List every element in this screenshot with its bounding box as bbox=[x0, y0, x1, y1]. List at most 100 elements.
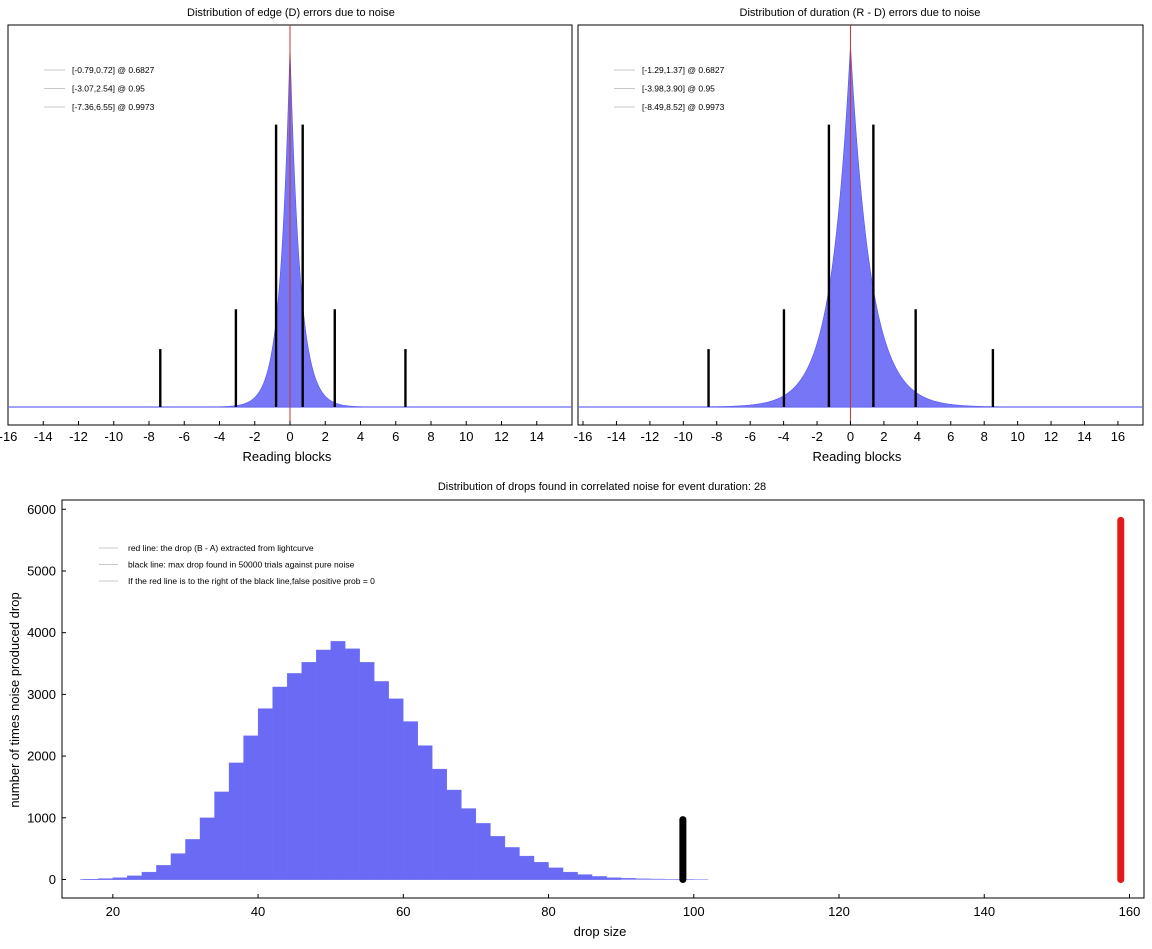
drop-y-ticks: 0 1000 2000 3000 4000 5000 6000 bbox=[27, 502, 66, 887]
duration-panel-title: Distribution of duration (R - D) errors … bbox=[740, 7, 981, 19]
histogram-bar bbox=[432, 768, 448, 880]
histogram-bar bbox=[170, 853, 186, 880]
x-tick-label: -2 bbox=[249, 429, 261, 444]
x-tick-label: 40 bbox=[251, 904, 265, 919]
y-tick-label: 5000 bbox=[27, 563, 56, 578]
drop-distribution-panel: Distribution of drops found in correlate… bbox=[7, 481, 1145, 939]
histogram-bar bbox=[606, 877, 622, 880]
x-tick-label: -16 bbox=[574, 429, 593, 444]
x-tick-label: 80 bbox=[541, 904, 555, 919]
x-tick-label: 8 bbox=[427, 429, 434, 444]
x-tick-label: 2 bbox=[880, 429, 887, 444]
legend-entry: red line: the drop (B - A) extracted fro… bbox=[128, 543, 314, 553]
x-tick-label: -4 bbox=[214, 429, 226, 444]
legend-entry: [-0.79,0.72] @ 0.6827 bbox=[72, 65, 155, 75]
histogram-bar bbox=[403, 721, 418, 880]
legend-entry: If the red line is to the right of the b… bbox=[128, 576, 375, 586]
drop-panel-title: Distribution of drops found in correlate… bbox=[438, 481, 766, 493]
duration-legend: [-1.29,1.37] @ 0.6827 [-3.98,3.90] @ 0.95… bbox=[614, 65, 725, 112]
x-tick-label: -16 bbox=[0, 429, 17, 444]
histogram-bar bbox=[388, 698, 404, 880]
histogram-bar bbox=[330, 641, 346, 880]
histogram-bar bbox=[272, 686, 288, 880]
histogram-bar bbox=[562, 871, 578, 880]
duration-histogram bbox=[578, 44, 1143, 408]
legend-entry: [-3.98,3.90] @ 0.95 bbox=[642, 84, 715, 94]
histogram-bar bbox=[156, 865, 172, 880]
drop-plot-frame bbox=[61, 499, 1145, 899]
edge-x-axis-label: Reading blocks bbox=[243, 449, 332, 464]
drop-x-ticks: 20 40 60 80 100 120 140 160 bbox=[106, 894, 1141, 919]
histogram-bar bbox=[417, 745, 433, 880]
x-tick-label: -12 bbox=[69, 429, 88, 444]
x-tick-label: 120 bbox=[828, 904, 850, 919]
x-tick-label: 4 bbox=[357, 429, 364, 444]
x-tick-label: -14 bbox=[34, 429, 53, 444]
x-tick-label: 10 bbox=[1010, 429, 1024, 444]
histogram-bar bbox=[185, 839, 201, 880]
x-tick-label: -2 bbox=[811, 429, 823, 444]
x-tick-label: -14 bbox=[607, 429, 626, 444]
histogram-bar bbox=[112, 877, 128, 880]
legend-entry: [-3.07,2.54] @ 0.95 bbox=[72, 84, 145, 94]
y-tick-label: 2000 bbox=[27, 749, 56, 764]
x-tick-label: 4 bbox=[914, 429, 921, 444]
duration-x-ticks: -16 -14 -12 -10 -8 -6 -4 -2 0 2 4 6 8 10 12 14 16 bbox=[574, 421, 1125, 444]
x-tick-label: 12 bbox=[1044, 429, 1058, 444]
histogram-bar bbox=[127, 875, 143, 880]
x-tick-label: 0 bbox=[847, 429, 854, 444]
x-tick-label: 160 bbox=[1119, 904, 1141, 919]
x-tick-label: -12 bbox=[640, 429, 659, 444]
histogram-bar bbox=[359, 662, 375, 880]
duration-interval-lines bbox=[707, 124, 995, 407]
x-tick-label: 16 bbox=[1111, 429, 1125, 444]
histogram-bar bbox=[228, 762, 244, 880]
duration-plot-frame bbox=[577, 24, 1144, 426]
drop-histogram bbox=[80, 641, 709, 880]
x-tick-label: 8 bbox=[981, 429, 988, 444]
histogram-bar bbox=[446, 789, 462, 880]
x-tick-label: 2 bbox=[322, 429, 329, 444]
drop-legend: red line: the drop (B - A) extracted fro… bbox=[99, 543, 375, 586]
histogram-bar bbox=[301, 662, 317, 880]
drop-y-axis-label: number of times noise produced drop bbox=[7, 592, 22, 807]
histogram-bar bbox=[591, 876, 607, 880]
histogram-bar bbox=[243, 735, 259, 880]
x-tick-label: -10 bbox=[104, 429, 123, 444]
edge-panel-title: Distribution of edge (D) errors due to n… bbox=[187, 7, 395, 19]
histogram-bar bbox=[374, 681, 389, 880]
x-tick-label: -10 bbox=[674, 429, 693, 444]
edge-legend: [-0.79,0.72] @ 0.6827 [-3.07,2.54] @ 0.95… bbox=[44, 65, 155, 112]
histogram-bar bbox=[98, 878, 113, 880]
duration-error-panel: Distribution of duration (R - D) errors … bbox=[574, 7, 1144, 464]
x-tick-label: 20 bbox=[106, 904, 120, 919]
x-tick-label: 12 bbox=[494, 429, 508, 444]
duration-x-axis-label: Reading blocks bbox=[813, 449, 902, 464]
histogram-bar bbox=[504, 847, 520, 880]
x-tick-label: 14 bbox=[530, 429, 544, 444]
histogram-bar bbox=[199, 817, 215, 880]
x-tick-label: 6 bbox=[392, 429, 399, 444]
histogram-bar bbox=[635, 878, 651, 880]
legend-entry: [-7.36,6.55] @ 0.9973 bbox=[72, 102, 155, 112]
x-tick-label: -6 bbox=[178, 429, 190, 444]
y-tick-label: 3000 bbox=[27, 687, 56, 702]
histogram-bar bbox=[490, 836, 506, 880]
histogram-bar bbox=[461, 808, 477, 880]
histogram-bar bbox=[621, 878, 636, 880]
legend-entry: [-8.49,8.52] @ 0.9973 bbox=[642, 102, 725, 112]
histogram-bar bbox=[345, 648, 360, 880]
histogram-bar bbox=[577, 874, 593, 880]
legend-entry: [-1.29,1.37] @ 0.6827 bbox=[642, 65, 725, 75]
x-tick-label: -8 bbox=[143, 429, 155, 444]
x-tick-label: 6 bbox=[947, 429, 954, 444]
legend-entry: black line: max drop found in 50000 tria… bbox=[128, 560, 355, 570]
histogram-bar bbox=[141, 871, 157, 880]
histogram-bar bbox=[533, 862, 549, 880]
drop-marker-lines bbox=[679, 516, 1125, 883]
x-tick-label: 0 bbox=[286, 429, 293, 444]
y-tick-label: 6000 bbox=[27, 502, 56, 517]
y-tick-label: 4000 bbox=[27, 625, 56, 640]
x-tick-label: -4 bbox=[778, 429, 790, 444]
x-tick-label: 60 bbox=[396, 904, 410, 919]
